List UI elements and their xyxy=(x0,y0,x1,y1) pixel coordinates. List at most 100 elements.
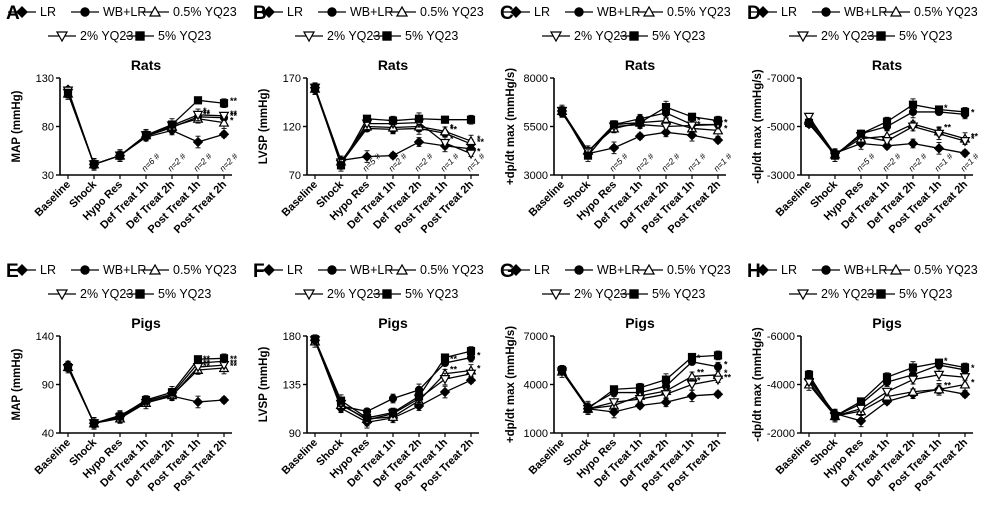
series-5-yq23 xyxy=(310,334,476,423)
legend-entry: 5% YQ23 xyxy=(373,287,458,301)
data-point xyxy=(583,404,593,413)
chart-title: Rats xyxy=(625,57,656,73)
series-2-yq23 xyxy=(62,360,230,429)
legend-entry: 5% YQ23 xyxy=(373,29,458,43)
x-tick-label: Baseline xyxy=(774,437,814,477)
legend-label: 2% YQ23 xyxy=(80,287,133,301)
panel-h: H LR WB+LR 0.5% YQ23 2% YQ23 5% YQ23 Pigs -2000… xyxy=(747,261,978,494)
data-point xyxy=(414,392,424,401)
data-point xyxy=(192,396,204,408)
significance-mark: ** xyxy=(230,109,238,119)
legend-label: 5% YQ23 xyxy=(899,287,952,301)
data-point xyxy=(465,149,477,160)
data-point xyxy=(609,385,619,394)
significance-mark: * xyxy=(477,363,481,373)
data-point xyxy=(856,129,866,138)
data-point xyxy=(661,103,671,112)
legend-marker xyxy=(327,265,337,275)
data-point xyxy=(63,362,73,372)
legend-label: WB+LR xyxy=(597,5,640,19)
data-point xyxy=(634,400,646,411)
n-label: n=2 # xyxy=(880,151,902,173)
chart-title: Rats xyxy=(131,57,162,73)
legend-marker xyxy=(148,263,162,275)
legend-marker xyxy=(889,263,903,275)
data-point xyxy=(804,370,814,379)
legend-marker xyxy=(135,31,145,41)
data-point xyxy=(388,394,398,403)
legend-label: 2% YQ23 xyxy=(821,29,874,43)
legend-entry: WB+LR xyxy=(812,263,887,277)
data-point xyxy=(907,386,919,396)
significance-mark: * xyxy=(203,106,207,116)
data-point xyxy=(608,142,620,154)
data-point xyxy=(907,138,919,149)
legend-marker xyxy=(889,5,903,17)
data-point xyxy=(933,383,945,394)
significance-mark: ** xyxy=(450,124,458,134)
legend-label: LR xyxy=(781,263,797,277)
x-tick-label: Baseline xyxy=(280,179,320,219)
legend-marker xyxy=(327,7,337,17)
panel-a: A LR WB+LR 0.5% YQ23 2% YQ23 5% YQ23 Rats 30 80 1… xyxy=(6,3,240,236)
data-point xyxy=(882,373,892,382)
n-label: n=1 # xyxy=(932,151,954,173)
legend-label: 5% YQ23 xyxy=(158,29,211,43)
legend-marker xyxy=(302,31,316,43)
legend-marker xyxy=(796,289,810,301)
legend-entry: LR xyxy=(502,263,550,277)
y-tick-label: 180 xyxy=(283,331,301,343)
y-tick-label: 80 xyxy=(42,122,54,134)
legend-label: 0.5% YQ23 xyxy=(173,5,237,19)
legend-label: 0.5% YQ23 xyxy=(420,263,484,277)
data-point xyxy=(830,411,840,421)
data-point xyxy=(803,112,815,123)
data-point xyxy=(933,129,945,140)
significance-mark: * xyxy=(697,116,701,126)
data-point xyxy=(881,387,893,398)
n-label: n=6 # xyxy=(139,151,161,173)
data-point xyxy=(687,352,697,362)
legend-label: 2% YQ23 xyxy=(574,287,627,301)
data-point xyxy=(193,355,203,364)
panel-g: G LR WB+LR 0.5% YQ23 2% YQ23 5% YQ23 Pigs 1000 4… xyxy=(500,261,732,494)
y-axis-label: MAP (mmHg) xyxy=(11,348,23,420)
data-point xyxy=(934,105,944,114)
legend-entry: LR xyxy=(749,263,797,277)
data-point xyxy=(959,388,971,400)
data-point xyxy=(635,383,645,392)
n-label: n=2 # xyxy=(659,151,681,173)
significance-mark: * xyxy=(477,134,481,144)
y-tick-label: -3000 xyxy=(767,170,795,182)
data-point xyxy=(218,117,230,127)
significance-mark: ** xyxy=(203,361,211,371)
legend-entry: 0.5% YQ23 xyxy=(635,5,731,19)
legend-label: 0.5% YQ23 xyxy=(420,5,484,19)
legend-label: WB+LR xyxy=(350,5,393,19)
data-point xyxy=(362,413,372,423)
data-point xyxy=(413,136,425,148)
n-label: n=2 # xyxy=(165,151,187,173)
data-point xyxy=(934,358,944,367)
data-point xyxy=(908,100,918,109)
legend-entry: 0.5% YQ23 xyxy=(882,263,978,277)
data-point xyxy=(856,397,866,406)
significance-mark: * xyxy=(724,118,728,128)
legend-label: 0.5% YQ23 xyxy=(667,5,731,19)
significance-mark: * xyxy=(724,368,728,378)
data-point xyxy=(960,107,970,117)
panel-b: B LR WB+LR 0.5% YQ23 2% YQ23 5% YQ23 Rats 70 120… xyxy=(253,3,487,236)
significance-mark: * xyxy=(724,360,728,370)
y-tick-label: 3000 xyxy=(524,170,548,182)
significance-mark: * xyxy=(697,353,701,363)
significance-mark: ** xyxy=(697,367,705,377)
panel-e: E LR WB+LR 0.5% YQ23 2% YQ23 5% YQ23 Pigs 40 90 1… xyxy=(6,261,238,494)
legend-marker xyxy=(757,6,769,18)
legend-label: LR xyxy=(287,263,303,277)
y-tick-label: 70 xyxy=(289,170,301,182)
significance-mark: * xyxy=(697,119,701,129)
data-point xyxy=(218,111,230,122)
panel-c: C LR WB+LR 0.5% YQ23 2% YQ23 5% YQ23 Rats 3000 5… xyxy=(500,3,734,236)
series-0-5-yq23 xyxy=(62,360,230,428)
legend-entry: LR xyxy=(255,263,303,277)
